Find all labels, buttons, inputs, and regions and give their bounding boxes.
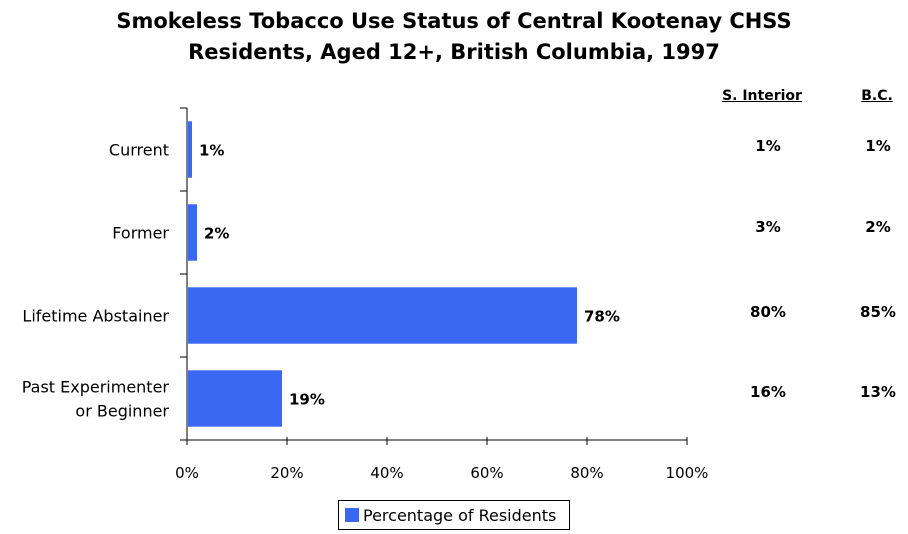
- chart-legend: Percentage of Residents: [338, 500, 570, 530]
- chart-title-line-1: Smokeless Tobacco Use Status of Central …: [116, 9, 792, 33]
- x-tick-label: 20%: [270, 464, 303, 482]
- bar: [188, 121, 192, 178]
- s-interior-value: 3%: [755, 218, 781, 236]
- bc-value: 2%: [865, 218, 891, 236]
- chart-title: Smokeless Tobacco Use Status of Central …: [0, 6, 908, 68]
- x-tick-label: 80%: [570, 464, 603, 482]
- category-label: Former: [112, 224, 169, 243]
- x-tick-label: 100%: [666, 464, 709, 482]
- chart-title-line-2: Residents, Aged 12+, British Columbia, 1…: [188, 40, 720, 64]
- bar: [188, 287, 577, 344]
- bc-column-header: B.C.: [861, 88, 893, 104]
- category-label: Current: [109, 141, 169, 160]
- legend-swatch: [345, 508, 359, 522]
- category-label: Lifetime Abstainer: [22, 307, 169, 326]
- data-label: 2%: [204, 225, 229, 243]
- data-label: 78%: [584, 308, 620, 326]
- bc-value: 1%: [865, 137, 891, 155]
- s-interior-column-header: S. Interior: [722, 88, 802, 104]
- x-tick-label: 0%: [175, 464, 199, 482]
- s-interior-value: 16%: [750, 383, 786, 401]
- x-tick-label: 60%: [470, 464, 503, 482]
- category-label: or Beginner: [75, 402, 169, 421]
- data-label: 1%: [199, 142, 224, 160]
- bar: [188, 370, 282, 427]
- x-tick-label: 40%: [370, 464, 403, 482]
- legend-label: Percentage of Residents: [363, 505, 557, 525]
- s-interior-value: 1%: [755, 137, 781, 155]
- bar: [188, 204, 197, 261]
- bc-value: 85%: [860, 303, 896, 321]
- category-label: Past Experimenter: [22, 378, 170, 397]
- data-label: 19%: [289, 391, 325, 409]
- s-interior-value: 80%: [750, 303, 786, 321]
- bc-value: 13%: [860, 383, 896, 401]
